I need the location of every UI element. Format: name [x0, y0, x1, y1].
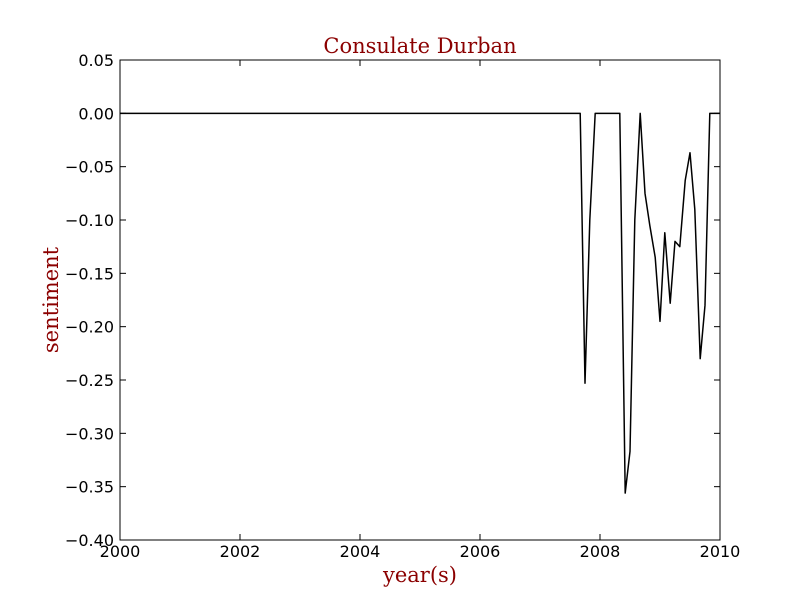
ticks-group [119, 59, 721, 541]
chart-title: Consulate Durban [323, 34, 516, 58]
plot-frame [119, 59, 721, 541]
y-tick-label: −0.05 [65, 158, 114, 177]
y-tick-label: −0.40 [65, 531, 114, 550]
plot-background [120, 60, 720, 540]
x-axis-label: year(s) [382, 563, 457, 587]
y-axis-label: sentiment [39, 246, 63, 353]
tick-labels-group: 2000 2002 2004 2006 2008 2010 0.05 0.00 −0.05 −0.… [65, 51, 740, 561]
series-line-0 [120, 112, 720, 494]
y-tick-label: 0.00 [78, 104, 114, 123]
x-tick-label: 2008 [580, 542, 621, 561]
series-group [120, 112, 720, 494]
y-tick-label: −0.15 [65, 264, 114, 283]
y-tick-label: 0.05 [78, 51, 114, 70]
y-tick-label: −0.35 [65, 478, 114, 497]
y-tick-label: −0.30 [65, 424, 114, 443]
x-tick-label: 2002 [220, 542, 261, 561]
x-tick-label: 2000 [100, 542, 141, 561]
y-tick-label: −0.20 [65, 318, 114, 337]
y-tick-label: −0.10 [65, 211, 114, 230]
x-tick-label: 2010 [700, 542, 741, 561]
x-tick-label: 2004 [340, 542, 381, 561]
y-tick-label: −0.25 [65, 371, 114, 390]
x-tick-label: 2006 [460, 542, 501, 561]
